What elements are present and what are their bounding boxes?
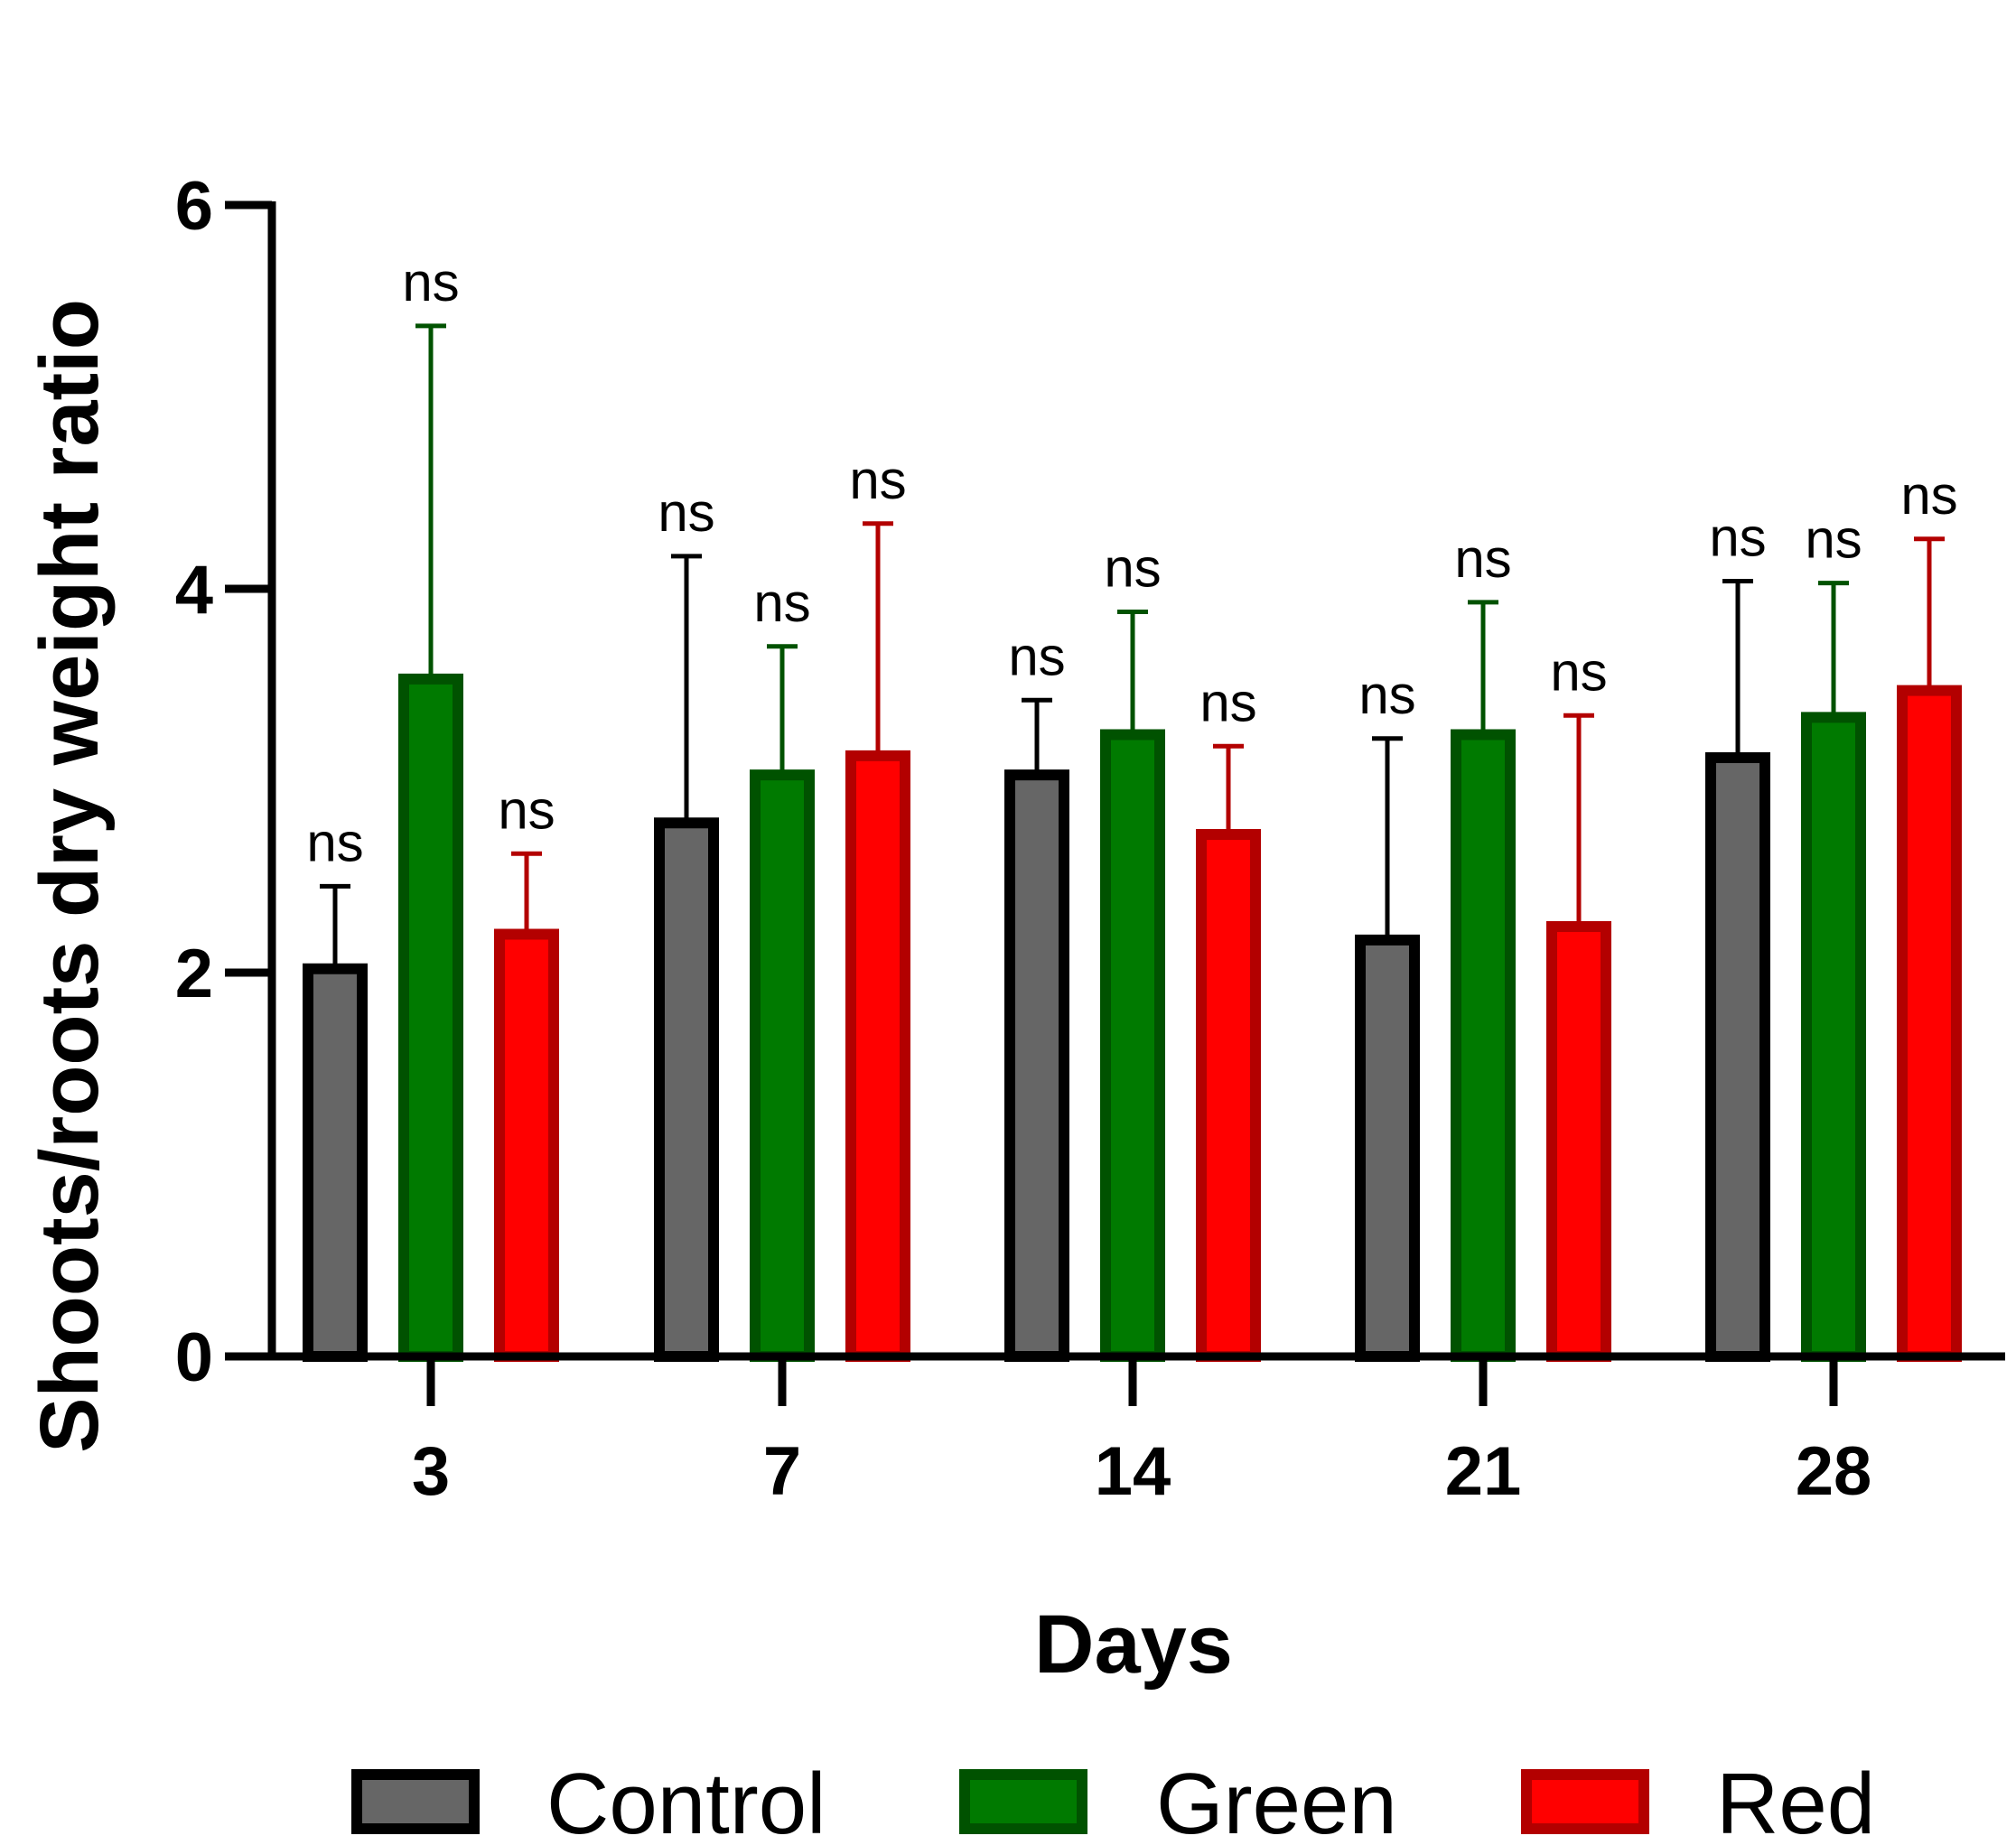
x-tick-label: 7: [763, 1433, 801, 1510]
y-axis-title: Shoots/roots dry weight ratio: [23, 299, 116, 1453]
x-tick-label: 14: [1095, 1433, 1171, 1510]
y-tick-label: 4: [175, 552, 213, 629]
bar: [1100, 729, 1165, 1362]
x-tick-label: 21: [1445, 1433, 1522, 1510]
legend-label: Control: [546, 1756, 826, 1845]
bar: [1801, 712, 1866, 1362]
x-axis-title: Days: [1034, 1598, 1233, 1691]
significance-label: ns: [1805, 509, 1862, 570]
significance-label: ns: [498, 779, 555, 840]
bar: [303, 963, 368, 1362]
y-tick-label: 0: [175, 1319, 213, 1396]
significance-label: ns: [1199, 672, 1256, 732]
bar: [845, 750, 910, 1362]
significance-label: ns: [1454, 528, 1511, 589]
bars-layer: [303, 323, 1962, 1362]
bar: [494, 928, 559, 1362]
bar: [654, 817, 719, 1362]
legend: Control Green Red: [351, 1756, 1875, 1845]
bar: [1355, 934, 1420, 1362]
x-tick-label: 28: [1796, 1433, 1872, 1510]
legend-swatch: [1521, 1769, 1649, 1834]
significance-label: ns: [306, 812, 363, 872]
significance-label: ns: [849, 450, 906, 510]
significance-label: ns: [1900, 465, 1957, 526]
bar: [1897, 685, 1962, 1362]
bar: [1451, 729, 1516, 1362]
significance-label: ns: [753, 573, 810, 633]
significance-label: ns: [402, 252, 459, 312]
bar: [1196, 829, 1261, 1362]
bar: [1004, 769, 1069, 1362]
significance-label: ns: [658, 482, 714, 543]
significance-label: ns: [1358, 665, 1415, 725]
axes-layer: [225, 200, 2005, 1406]
legend-swatch: [959, 1769, 1087, 1834]
legend-label: Green: [1156, 1756, 1397, 1845]
significance-label: ns: [1550, 641, 1607, 702]
bar: [398, 673, 463, 1362]
significance-label: ns: [1008, 626, 1065, 686]
bar: [1705, 752, 1770, 1362]
bar: [750, 769, 815, 1362]
y-tick-label: 2: [175, 936, 213, 1012]
legend-label: Red: [1716, 1756, 1875, 1845]
significance-label: ns: [1104, 538, 1161, 599]
y-tick-label: 6: [175, 168, 213, 245]
x-tick-label: 3: [412, 1433, 450, 1510]
legend-swatch: [351, 1769, 480, 1834]
bar: [1546, 921, 1611, 1362]
significance-label: ns: [1709, 508, 1766, 568]
